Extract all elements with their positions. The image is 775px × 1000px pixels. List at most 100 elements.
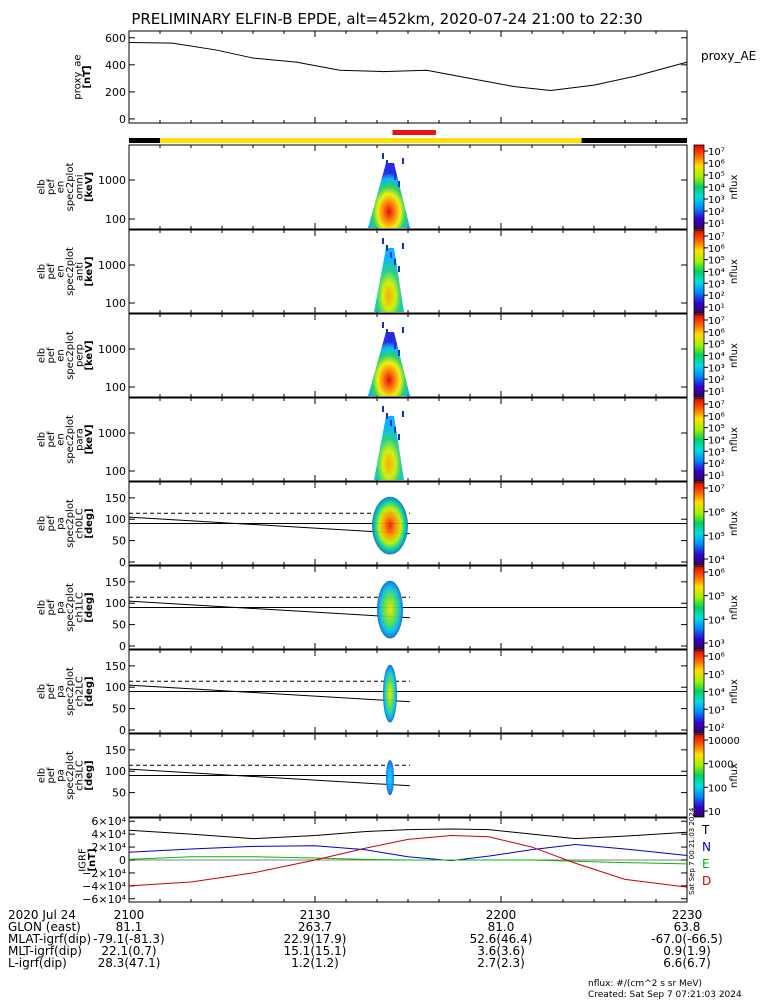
- ylabel-line: perp: [74, 344, 85, 367]
- grf-ylabel: IGRF[nT]: [77, 848, 98, 872]
- ylabel-line: [deg]: [84, 592, 95, 622]
- colorbar-tick-label: 10³: [708, 279, 725, 290]
- ylabel-line: pa: [55, 685, 66, 697]
- footer-value: 6.6(6.7): [663, 956, 711, 970]
- y-tick-label: 4×10⁴: [91, 828, 126, 841]
- colorbar-tick-label: 10²: [708, 723, 725, 734]
- colorbar-tick-label: 10¹: [708, 387, 725, 398]
- ylabel-line: [keV]: [84, 424, 95, 454]
- colorbar-tick-label: 10²: [708, 291, 725, 302]
- ylabel-line: elb: [36, 432, 47, 447]
- ylabel-line: elb: [36, 684, 47, 699]
- ylabel-line: pef: [46, 431, 57, 448]
- colorbar-tick-label: 10²: [708, 375, 725, 386]
- colorbar-label: nflux: [729, 595, 740, 620]
- ylabel-line: [deg]: [84, 760, 95, 790]
- colorbar-tick-label: 10⁵: [708, 424, 725, 435]
- perp-pixel: [386, 329, 388, 335]
- ch2LC-losscone-line: [128, 684, 411, 703]
- colorbar-tick-label: 10⁵: [708, 670, 725, 681]
- colorbar-tick-label: 10²: [708, 459, 725, 470]
- ylabel-line: [keV]: [84, 340, 95, 370]
- colorbar-tick-label: 10: [708, 807, 721, 818]
- colorbar: [693, 144, 705, 230]
- colorbar-tick-label: 10⁷: [708, 400, 725, 411]
- colorbar-tick-label: 10⁵: [708, 340, 725, 351]
- y-tick-label: 100: [105, 297, 126, 310]
- colorbar: [693, 229, 705, 314]
- ylabel-line: [nT]: [87, 848, 98, 871]
- footer-row-label: GLON (east): [8, 920, 81, 934]
- colorbar-tick-label: 10⁴: [708, 688, 725, 699]
- ylabel-line: pef: [46, 767, 57, 784]
- y-tick-label: 50: [112, 535, 126, 548]
- y-tick-label: 100: [105, 765, 126, 778]
- ch1LC-losscone-line: [128, 600, 411, 619]
- y-tick-label: 1000: [98, 174, 126, 187]
- y-tick-label: 150: [105, 492, 126, 505]
- colorbar-tick-label: 10⁷: [708, 147, 725, 158]
- ylabel-line: pef: [46, 515, 57, 532]
- ylabel-line: pef: [46, 683, 57, 700]
- colorbar-tick-label: 10⁴: [708, 615, 725, 626]
- colorbar-tick-label: 10³: [708, 639, 725, 650]
- omni-spectrogram: [368, 163, 410, 228]
- footer-row-label: MLAT-igrf(dip): [8, 932, 91, 946]
- colorbar-tick-label: 100: [708, 783, 727, 794]
- colorbar-tick-label: 10⁷: [708, 232, 725, 243]
- y-tick-label: 0: [119, 854, 126, 867]
- anti-pixel: [386, 245, 388, 251]
- colorbar-tick-label: 10⁴: [708, 352, 725, 363]
- y-tick-label: 200: [105, 86, 126, 99]
- y-tick-label: −2×10⁴: [82, 867, 126, 880]
- ylabel-line: ch2LC: [74, 676, 85, 707]
- footer-row-label: L-igrf(dip): [8, 956, 67, 970]
- footer-value: 2230: [672, 908, 703, 922]
- y-tick-label: 6×10⁴: [91, 815, 126, 828]
- units-note: nflux: #/(cm^2 s sr MeV): [588, 979, 702, 989]
- y-tick-label: 1000: [98, 343, 126, 356]
- grf-series-E: [128, 856, 688, 865]
- ylabel-line: spec2plot: [65, 331, 76, 380]
- omni-frame: [128, 144, 688, 230]
- panels: 6004002000proxy_AEproxy_ae[nT]100010010⁷…: [36, 30, 756, 906]
- colorbar-tick-label: 10⁵: [708, 592, 725, 603]
- ylabel-line: [deg]: [84, 508, 95, 538]
- grf-legend-E: E: [702, 857, 710, 871]
- ylabel-line: para: [74, 428, 85, 451]
- ylabel-line: en: [55, 349, 66, 362]
- ylabel-line: en: [55, 181, 66, 194]
- y-tick-label: 400: [105, 59, 126, 72]
- colorbar-tick-label: 1000: [708, 760, 733, 771]
- colorbar-label: nflux: [729, 763, 740, 788]
- y-tick-label: 0: [119, 640, 126, 653]
- omni-pixel: [402, 158, 404, 164]
- footer-value: -79.1(-81.3): [93, 932, 164, 946]
- colorbar-tick-label: 10⁶: [708, 508, 725, 519]
- y-tick-label: 1000: [98, 427, 126, 440]
- y-tick-label: 0: [119, 556, 126, 569]
- colorbar-label: nflux: [729, 343, 740, 368]
- ylabel-line: spec2plot: [65, 583, 76, 632]
- perp-pixel: [382, 322, 384, 328]
- y-tick-label: 50: [112, 787, 126, 800]
- y-tick-label: 100: [105, 597, 126, 610]
- footer-value: 28.3(47.1): [98, 956, 161, 970]
- colorbar: [693, 649, 705, 734]
- anti-frame: [128, 229, 688, 314]
- footer-value: 81.0: [488, 920, 515, 934]
- colorbar-tick-label: 10⁴: [708, 268, 725, 279]
- ylabel-line: anti: [74, 262, 85, 281]
- ylabel-line: pef: [46, 263, 57, 280]
- grf-legend-N: N: [702, 840, 711, 854]
- colorbar-tick-label: 10000: [708, 736, 740, 747]
- y-tick-label: 100: [105, 681, 126, 694]
- ylabel-line: pef: [46, 347, 57, 364]
- grf-series-D: [128, 834, 688, 888]
- perp-pixel: [402, 327, 404, 333]
- footer-value: 81.1: [116, 920, 143, 934]
- ylabel-line: [keV]: [84, 172, 95, 202]
